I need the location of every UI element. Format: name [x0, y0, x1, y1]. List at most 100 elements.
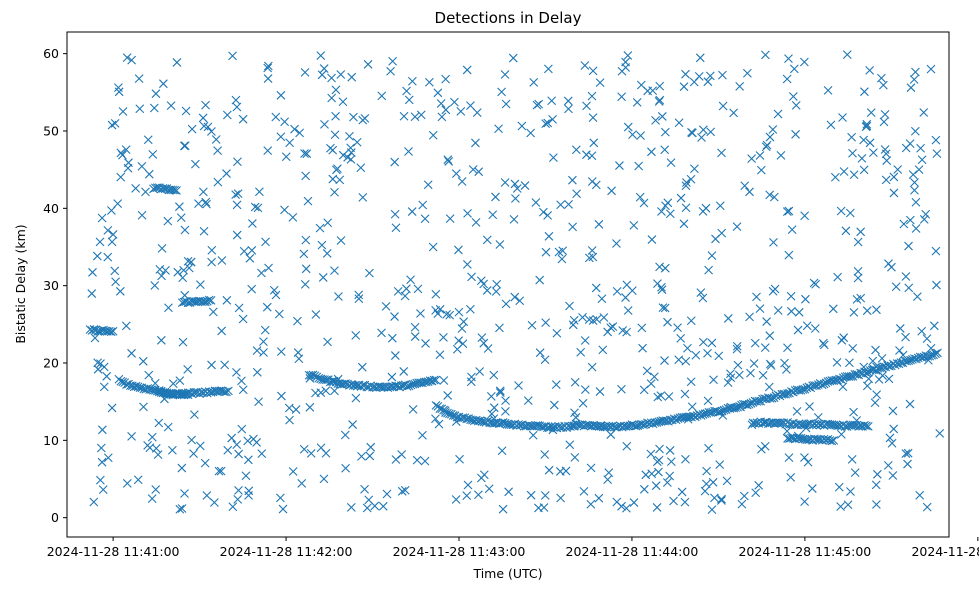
noise-detection-point	[732, 341, 742, 351]
noise-detection-point	[338, 150, 348, 160]
noise-detection-point	[535, 348, 545, 358]
noise-detection-point	[187, 435, 197, 445]
track-detection-point	[933, 348, 942, 358]
noise-detection-point	[108, 230, 118, 239]
noise-detection-point	[99, 382, 109, 392]
noise-detection-point	[486, 391, 496, 401]
noise-detection-point	[454, 336, 464, 346]
noise-detection-point	[655, 262, 664, 272]
noise-detection-point	[288, 213, 298, 222]
noise-detection-point	[311, 310, 321, 319]
noise-detection-point	[354, 294, 364, 304]
noise-detection-point	[879, 117, 889, 127]
noise-detection-point	[234, 303, 244, 313]
noise-detection-point	[910, 178, 919, 187]
noise-detection-point	[93, 358, 103, 368]
noise-detection-point	[390, 209, 400, 219]
noise-detection-point	[735, 82, 745, 91]
noise-detection-point	[681, 356, 691, 366]
noise-detection-point	[365, 451, 375, 461]
noise-detection-point	[657, 285, 667, 295]
noise-detection-point	[201, 197, 211, 207]
noise-detection-point	[578, 312, 587, 322]
noise-detection-point	[147, 432, 157, 442]
noise-detection-point	[899, 219, 909, 229]
track-detection-point	[514, 420, 523, 429]
noise-detection-point	[300, 149, 309, 158]
track-detection-point	[844, 372, 854, 381]
noise-detection-point	[346, 502, 356, 512]
noise-detection-point	[315, 223, 325, 233]
noise-detection-point	[187, 124, 197, 134]
track-detection-point	[204, 295, 214, 305]
noise-detection-point	[382, 489, 392, 499]
track-detection-point	[689, 411, 698, 421]
track-detection-point	[431, 375, 441, 385]
noise-detection-point	[515, 296, 525, 306]
noise-detection-point	[828, 304, 838, 314]
noise-detection-point	[331, 111, 340, 121]
noise-detection-point	[351, 331, 361, 340]
noise-detection-point	[399, 111, 409, 121]
noise-detection-point	[905, 215, 915, 225]
noise-detection-point	[842, 50, 852, 59]
noise-detection-point	[318, 273, 328, 282]
track-detection-point	[827, 436, 837, 446]
noise-detection-point	[433, 88, 443, 98]
noise-detection-point	[263, 61, 273, 71]
noise-detection-point	[599, 313, 609, 322]
track-detection-point	[172, 186, 181, 195]
noise-detection-point	[845, 208, 855, 218]
noise-detection-point	[761, 50, 770, 60]
track-detection-point	[189, 388, 199, 397]
x-tick-label: 2024-11-28 11:44:00	[566, 544, 699, 559]
noise-detection-point	[755, 151, 765, 160]
noise-detection-point	[564, 104, 573, 114]
noise-detection-point	[556, 493, 566, 503]
noise-detection-point	[915, 490, 925, 500]
noise-detection-point	[878, 80, 888, 90]
noise-detection-point	[139, 402, 148, 412]
noise-detection-point	[647, 235, 657, 244]
noise-detection-point	[911, 197, 921, 207]
noise-detection-point	[228, 51, 237, 61]
noise-detection-point	[455, 454, 464, 464]
noise-detection-point	[534, 99, 544, 109]
noise-detection-point	[404, 147, 413, 156]
track-detection-point	[829, 376, 839, 386]
noise-detection-point	[612, 286, 622, 296]
noise-detection-point	[410, 332, 420, 341]
noise-detection-point	[508, 53, 518, 63]
noise-detection-point	[207, 257, 216, 267]
noise-detection-point	[465, 304, 475, 314]
noise-detection-point	[127, 431, 136, 441]
noise-detection-point	[241, 471, 251, 481]
noise-detection-point	[750, 338, 760, 348]
noise-detection-point	[207, 245, 217, 255]
noise-detection-point	[782, 365, 791, 374]
noise-detection-point	[137, 210, 147, 220]
noise-detection-point	[222, 169, 231, 178]
noise-detection-point	[520, 181, 530, 190]
track-detection-point	[802, 383, 812, 393]
track-detection-point	[752, 397, 762, 406]
noise-detection-point	[451, 495, 461, 504]
noise-detection-point	[773, 109, 783, 119]
noise-detection-point	[269, 285, 279, 295]
noise-detection-point	[679, 82, 689, 92]
noise-detection-point	[876, 73, 886, 83]
noise-detection-point	[843, 500, 853, 510]
noise-detection-point	[255, 187, 264, 197]
track-detection-point	[833, 375, 842, 385]
noise-detection-point	[239, 246, 249, 256]
noise-detection-point	[123, 163, 133, 173]
noise-detection-point	[622, 503, 631, 513]
noise-detection-point	[183, 256, 193, 266]
noise-detection-point	[872, 500, 881, 509]
noise-detection-point	[579, 486, 589, 496]
x-tick-label: 2024-11-28 11:41:00	[47, 544, 180, 559]
noise-detection-point	[681, 69, 690, 79]
noise-detection-point	[794, 307, 804, 317]
noise-detection-point	[222, 110, 232, 120]
noise-detection-point	[673, 323, 682, 332]
